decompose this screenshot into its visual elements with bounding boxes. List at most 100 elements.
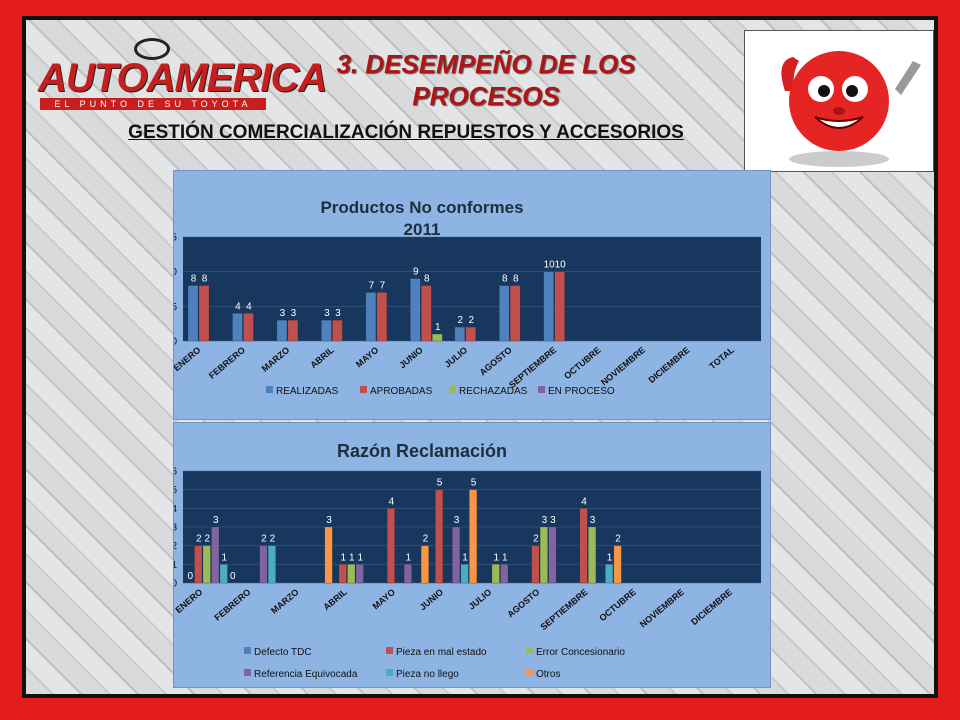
bar [202,545,211,584]
x-tick-label: JUNIO [418,587,446,612]
y-tick-label: 4 [174,504,177,515]
x-tick-label: AGOSTO [478,345,514,378]
bar [376,292,388,342]
y-tick-label: 5 [174,485,177,496]
x-tick-label: MAYO [371,587,397,611]
legend-label: Otros [536,669,560,680]
data-label: 0 [230,571,236,582]
y-tick-label: 3 [174,523,177,534]
x-tick-label: DICIEMBRE [646,345,691,385]
bar [287,319,299,342]
bar [355,564,364,584]
legend-swatch [538,386,545,393]
legend-label: RECHAZADAS [459,386,528,397]
data-label: 2 [270,534,276,545]
x-tick-label: FEBRERO [212,587,252,623]
x-tick-label: ENERO [174,587,204,615]
chart-title-line-1: Productos No conformes [320,198,523,217]
bar [509,285,521,342]
legend-swatch [386,669,393,676]
legend-swatch [526,647,533,654]
data-label: 9 [413,267,419,278]
data-label: 1 [493,552,499,563]
data-label: 2 [204,534,210,545]
bar [465,326,477,342]
data-label: 3 [213,515,219,526]
data-label: 1 [221,552,227,563]
x-tick-label: JUNIO [397,345,425,370]
bar [452,526,461,584]
bar [613,545,622,584]
legend-label: EN PROCESO [548,386,615,397]
bar [403,564,412,584]
data-label: 10 [555,260,567,271]
y-tick-label: 15 [174,233,177,244]
logo-tagline: EL PUNTO DE SU TOYOTA [40,98,266,110]
bar [324,526,333,584]
data-label: 3 [542,515,548,526]
data-label: 2 [423,534,429,545]
x-tick-label: MAYO [354,345,380,369]
data-label: 1 [435,322,441,333]
data-label: 3 [590,515,596,526]
y-tick-label: 0 [174,337,177,348]
data-label: 7 [369,280,375,291]
chart-productos-no-conformes: Productos No conformes201105101588ENERO4… [166,170,771,420]
bar [588,526,597,584]
mascot-image [744,30,934,172]
data-label: 2 [457,315,463,326]
bar [211,526,220,584]
data-label: 3 [324,308,330,319]
data-label: 1 [349,552,355,563]
bar [232,313,243,342]
y-tick-label: 6 [174,467,177,478]
chart2-svg: Razón Reclamación0123456022310ENERO22FEB… [171,441,761,680]
x-tick-label: NOVIEMBRE [599,345,647,388]
data-label: 2 [533,534,539,545]
data-label: 10 [544,260,556,271]
bar [491,564,500,584]
data-label: 4 [389,496,395,507]
bar [435,489,444,584]
x-tick-label: SEPTIEMBRE [507,345,558,390]
legend-swatch [266,386,273,393]
legend-label: Pieza no llego [396,669,459,680]
bar [276,319,288,342]
data-label: 8 [191,274,197,285]
bar [332,319,343,342]
x-tick-label: NOVIEMBRE [638,587,686,630]
bar [605,564,614,584]
bar [531,545,540,584]
bar [421,285,432,342]
data-label: 5 [471,478,477,489]
legend-swatch [244,647,251,654]
legend-swatch [360,386,367,393]
legend-label: REALIZADAS [276,386,339,397]
bar [543,271,554,342]
x-tick-label: MARZO [269,587,301,616]
slide-frame: AUTOAMERICA EL PUNTO DE SU TOYOTA 3. DES… [22,16,938,698]
data-label: 3 [326,515,332,526]
legend-label: Pieza en mal estado [396,647,487,658]
x-tick-label: DICIEMBRE [689,587,734,627]
chart-title: Razón Reclamación [337,441,507,461]
autoamerica-logo: AUTOAMERICA EL PUNTO DE SU TOYOTA [38,34,327,110]
bar [469,489,478,584]
bar [432,333,443,342]
bar [410,278,421,342]
x-tick-label: MARZO [260,345,292,374]
data-label: 3 [550,515,556,526]
data-label: 1 [607,552,613,563]
bar [194,545,203,584]
y-tick-label: 10 [174,267,177,278]
data-label: 8 [502,274,508,285]
x-tick-label: AGOSTO [505,587,541,620]
legend-swatch [244,669,251,676]
x-tick-label: OCTUBRE [597,587,638,623]
data-label: 4 [235,301,241,312]
title-text: DESEMPEÑO DE LOS PROCESOS [365,49,636,111]
data-label: 3 [454,515,460,526]
chart-razon-reclamacion: Razón Reclamación0123456022310ENERO22FEB… [171,422,771,688]
data-label: 2 [196,534,202,545]
bar [579,508,588,584]
